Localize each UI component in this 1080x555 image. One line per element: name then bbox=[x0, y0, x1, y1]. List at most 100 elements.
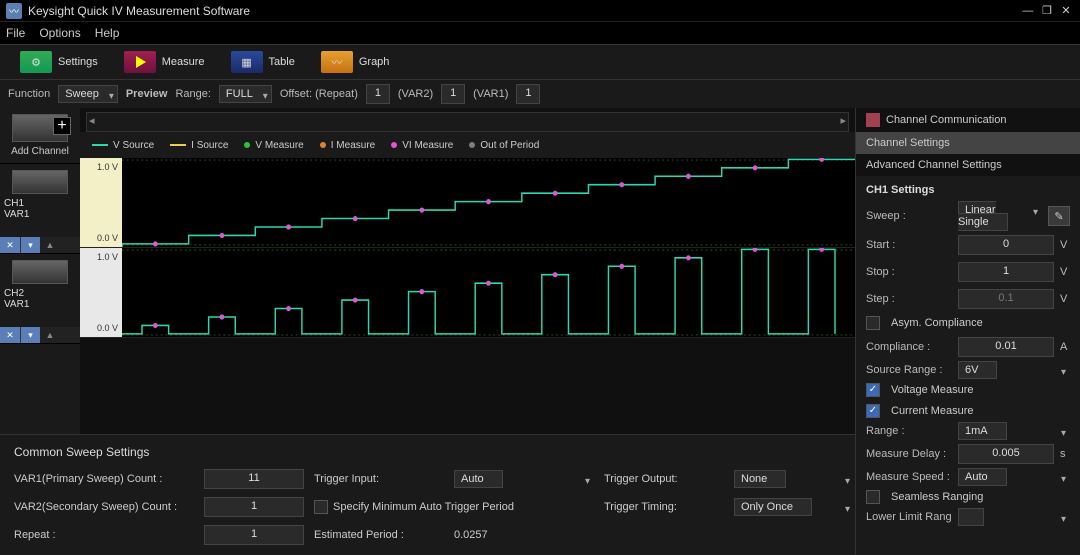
var2-input[interactable]: 1 bbox=[441, 84, 465, 104]
legend-outperiod: Out of Period bbox=[480, 140, 539, 151]
var2-count-label: VAR2(Secondary Sweep) Count : bbox=[14, 501, 194, 513]
common-sweep-settings: Common Sweep Settings VAR1(Primary Sweep… bbox=[0, 434, 855, 555]
toolbar: ⚙Settings Measure ▦Table 〰Graph bbox=[0, 44, 1080, 80]
menu-options[interactable]: Options bbox=[39, 26, 80, 40]
lower-limit-range-select[interactable] bbox=[958, 508, 984, 526]
estimated-period-label: Estimated Period : bbox=[314, 529, 444, 541]
lower-limit-range-label: Lower Limit Rang bbox=[866, 511, 952, 523]
sweep-label: Sweep : bbox=[866, 210, 952, 222]
trigger-input-label: Trigger Input: bbox=[314, 473, 444, 485]
step-unit: V bbox=[1060, 293, 1070, 305]
legend: V Source I Source V Measure I Measure VI… bbox=[80, 132, 855, 158]
plot-area[interactable] bbox=[122, 248, 855, 337]
measure-speed-select[interactable]: Auto bbox=[958, 468, 1007, 486]
seamless-ranging-checkbox[interactable] bbox=[866, 490, 880, 504]
measure-speed-label: Measure Speed : bbox=[866, 471, 952, 483]
var1-count-label: VAR1(Primary Sweep) Count : bbox=[14, 473, 194, 485]
tab-advanced-channel-settings[interactable]: Advanced Channel Settings bbox=[856, 154, 1080, 176]
compliance-unit: A bbox=[1060, 341, 1070, 353]
trigger-timing-label: Trigger Timing: bbox=[604, 501, 724, 513]
voltage-measure-checkbox[interactable] bbox=[866, 383, 880, 397]
channel-up-button[interactable]: ▲ bbox=[40, 237, 60, 253]
ch1-settings-heading: CH1 Settings bbox=[866, 184, 1070, 196]
channel-up-button[interactable]: ▲ bbox=[40, 327, 60, 343]
stop-label: Stop : bbox=[866, 266, 952, 278]
stop-unit: V bbox=[1060, 266, 1070, 278]
estimated-period-value: 0.0257 bbox=[454, 529, 594, 541]
offset-repeat-input[interactable]: 1 bbox=[366, 84, 390, 104]
y-axis: 1.0 V0.0 V bbox=[80, 158, 122, 247]
offset-repeat-label: Offset: (Repeat) bbox=[280, 88, 358, 100]
app-logo-icon: 〰 bbox=[6, 3, 22, 19]
plus-icon: + bbox=[53, 117, 71, 135]
sweep-select[interactable]: Linear Single bbox=[958, 201, 1008, 231]
source-range-label: Source Range : bbox=[866, 364, 952, 376]
trigger-timing-select[interactable]: Only Once bbox=[734, 498, 812, 516]
current-measure-label: Current Measure bbox=[891, 405, 974, 417]
channel-dropdown-button[interactable]: ▾ bbox=[20, 327, 40, 343]
legend-vsource: V Source bbox=[113, 140, 154, 151]
graph-button[interactable]: 〰Graph bbox=[311, 48, 400, 76]
menu-file[interactable]: File bbox=[6, 26, 25, 40]
var2-count-input[interactable]: 1 bbox=[204, 497, 304, 517]
repeat-input[interactable]: 1 bbox=[204, 525, 304, 545]
settings-button[interactable]: ⚙Settings bbox=[10, 48, 108, 76]
graph-icon: 〰 bbox=[321, 51, 353, 73]
add-channel-label: Add Channel bbox=[6, 146, 74, 157]
right-panel: Channel Communication Channel Settings A… bbox=[855, 108, 1080, 555]
tab-label: Channel Communication bbox=[886, 114, 1006, 126]
spec-min-trigger-checkbox[interactable] bbox=[314, 500, 328, 514]
measure-delay-input[interactable]: 0.005 bbox=[958, 444, 1054, 464]
tab-label: Channel Settings bbox=[866, 137, 950, 149]
hardware-icon: + bbox=[12, 114, 68, 142]
channel-card[interactable]: CH2 VAR1 ✕▾▲ bbox=[0, 254, 80, 344]
function-select[interactable]: Sweep bbox=[58, 85, 118, 103]
start-input[interactable]: 0 bbox=[958, 235, 1054, 255]
channel-sidebar: + Add Channel CH1 VAR1 ✕▾▲ CH2 VAR1 ✕▾▲ bbox=[0, 108, 80, 434]
var1-count-input[interactable]: 11 bbox=[204, 469, 304, 489]
range-select[interactable]: FULL bbox=[219, 85, 272, 103]
trigger-output-select[interactable]: None bbox=[734, 470, 786, 488]
tab-channel-communication[interactable]: Channel Communication bbox=[856, 108, 1080, 132]
channel-card[interactable]: CH1 VAR1 ✕▾▲ bbox=[0, 164, 80, 254]
close-button[interactable]: ✕ bbox=[1058, 4, 1074, 17]
channel-remove-button[interactable]: ✕ bbox=[0, 327, 20, 343]
preview-scrollbar[interactable] bbox=[86, 112, 849, 132]
function-bar: Function Sweep Preview Range: FULL Offse… bbox=[0, 80, 1080, 108]
source-range-select[interactable]: 6V bbox=[958, 361, 997, 379]
measure-delay-label: Measure Delay : bbox=[866, 448, 952, 460]
channel-var: VAR1 bbox=[4, 299, 76, 310]
common-title: Common Sweep Settings bbox=[14, 445, 841, 459]
sweep-edit-button[interactable]: ✎ bbox=[1048, 206, 1070, 226]
step-input[interactable]: 0.1 bbox=[958, 289, 1054, 309]
chart-row: 1.0 V0.0 V bbox=[80, 248, 855, 338]
titlebar: 〰 Keysight Quick IV Measurement Software… bbox=[0, 0, 1080, 22]
menubar: File Options Help bbox=[0, 22, 1080, 44]
legend-isource: I Source bbox=[191, 140, 228, 151]
legend-vmeasure: V Measure bbox=[255, 140, 303, 151]
range-label: Range: bbox=[175, 88, 210, 100]
tab-channel-settings[interactable]: Channel Settings bbox=[856, 132, 1080, 154]
start-label: Start : bbox=[866, 239, 952, 251]
channel-remove-button[interactable]: ✕ bbox=[0, 237, 20, 253]
plot-area[interactable] bbox=[122, 158, 855, 247]
y-axis: 1.0 V0.0 V bbox=[80, 248, 122, 337]
range-select[interactable]: 1mA bbox=[958, 422, 1007, 440]
stop-input[interactable]: 1 bbox=[958, 262, 1054, 282]
start-unit: V bbox=[1060, 239, 1070, 251]
var1-input[interactable]: 1 bbox=[516, 84, 540, 104]
channel-dropdown-button[interactable]: ▾ bbox=[20, 237, 40, 253]
current-measure-checkbox[interactable] bbox=[866, 404, 880, 418]
compliance-label: Compliance : bbox=[866, 341, 952, 353]
minimize-button[interactable]: — bbox=[1020, 5, 1036, 17]
add-channel-button[interactable]: + Add Channel bbox=[0, 108, 80, 164]
trigger-input-select[interactable]: Auto bbox=[454, 470, 503, 488]
comm-icon bbox=[866, 113, 880, 127]
maximize-button[interactable]: ❐ bbox=[1039, 4, 1055, 17]
menu-help[interactable]: Help bbox=[95, 26, 120, 40]
measure-button[interactable]: Measure bbox=[114, 48, 215, 76]
table-button[interactable]: ▦Table bbox=[221, 48, 305, 76]
seamless-ranging-label: Seamless Ranging bbox=[891, 491, 983, 503]
compliance-input[interactable]: 0.01 bbox=[958, 337, 1054, 357]
asym-compliance-checkbox[interactable] bbox=[866, 316, 880, 330]
